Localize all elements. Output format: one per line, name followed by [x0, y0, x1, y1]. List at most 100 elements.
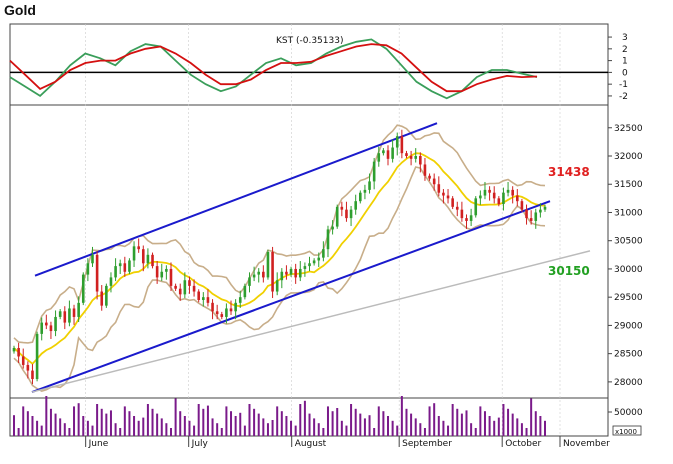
- candle-body: [151, 254, 154, 267]
- candle-body: [183, 280, 187, 295]
- volume-bar: [470, 423, 473, 436]
- candle-body: [215, 311, 219, 315]
- candle-body: [492, 192, 496, 199]
- volume-bar: [516, 418, 519, 436]
- volume-bar: [322, 428, 325, 436]
- volume-bar: [26, 411, 29, 436]
- candle-body: [488, 189, 491, 193]
- volume-bar: [437, 416, 440, 436]
- candle-body: [382, 150, 385, 154]
- volume-bar: [544, 420, 546, 436]
- volume-bars: [13, 396, 546, 436]
- candle-body: [534, 212, 538, 221]
- volume-bar: [442, 420, 445, 436]
- candle-body: [483, 189, 487, 196]
- candle-body: [520, 201, 524, 210]
- candle-body: [405, 153, 408, 156]
- volume-bar: [234, 416, 237, 436]
- candle-body: [169, 268, 173, 286]
- volume-bar: [119, 428, 122, 436]
- volume-bar: [243, 425, 246, 436]
- candle-body: [238, 297, 242, 303]
- candle-body: [308, 263, 311, 267]
- volume-bar: [456, 408, 459, 436]
- candle-body: [146, 254, 150, 264]
- volume-bar: [400, 396, 403, 436]
- volume-bar: [257, 413, 260, 436]
- volume-bar: [382, 411, 385, 436]
- candle-body: [91, 254, 94, 264]
- candle-body: [326, 229, 330, 250]
- candle-body: [178, 288, 182, 295]
- volume-bar: [13, 415, 15, 436]
- volume-bar: [331, 411, 334, 436]
- candle-body: [26, 364, 30, 371]
- candle-body: [211, 302, 214, 312]
- candle-body: [86, 263, 90, 275]
- volume-bar: [326, 406, 329, 436]
- candle-body: [432, 178, 436, 185]
- candle-body: [63, 311, 67, 323]
- volume-bar: [59, 418, 62, 436]
- candle-body: [12, 348, 16, 352]
- trend-lines: [31, 122, 591, 393]
- month-label: November: [563, 439, 610, 449]
- volume-bar: [276, 406, 279, 436]
- candle-body: [419, 156, 422, 165]
- volume-bar: [391, 420, 394, 436]
- candle-body: [335, 206, 339, 227]
- candle-body: [118, 263, 122, 267]
- candle-body: [141, 249, 145, 264]
- volume-bar: [290, 420, 293, 436]
- candle-body: [465, 218, 468, 221]
- candle-body: [257, 271, 261, 275]
- candle-body: [95, 254, 99, 292]
- volume-bar: [77, 403, 80, 436]
- plot-frame: [9, 23, 609, 437]
- candle-body: [81, 274, 85, 303]
- candle-body: [515, 195, 519, 202]
- chart-title: Gold: [4, 2, 36, 18]
- volume-bar: [225, 406, 228, 436]
- kst-tick-label: 2: [622, 45, 628, 55]
- volume-bar: [123, 406, 126, 436]
- volume-bar: [405, 408, 408, 436]
- candle-body: [155, 266, 159, 278]
- candle-body: [77, 302, 80, 317]
- volume-multiplier-box: [612, 425, 642, 436]
- month-label: June: [88, 439, 109, 449]
- volume-bar: [465, 410, 468, 436]
- candle-body: [372, 161, 376, 182]
- volume-bar: [483, 411, 486, 436]
- volume-bar: [303, 400, 306, 436]
- volume-bar: [525, 428, 528, 436]
- candle-body: [123, 263, 127, 272]
- volume-bar: [271, 420, 274, 436]
- candle-body: [271, 252, 274, 292]
- candle-body: [252, 274, 256, 278]
- candle-body: [31, 370, 34, 380]
- volume-bar: [100, 408, 103, 436]
- volume-bar: [285, 416, 288, 436]
- volume-bar: [133, 416, 136, 436]
- volume-bar: [230, 411, 233, 436]
- volume-bar: [17, 428, 20, 436]
- volume-bar: [179, 411, 182, 436]
- candle-body: [17, 348, 20, 357]
- volume-bar: [22, 406, 25, 436]
- candle-body: [368, 181, 371, 190]
- volume-bar: [114, 423, 117, 436]
- candle-body: [234, 302, 237, 312]
- volume-bar: [206, 405, 209, 436]
- resistance-value-label: 31438: [548, 165, 590, 179]
- candle-body: [294, 268, 297, 278]
- candle-body: [298, 268, 302, 278]
- volume-bar: [54, 413, 57, 436]
- candle-body: [266, 252, 270, 278]
- support-value-label: 30150: [548, 264, 590, 278]
- candle-body: [174, 285, 177, 289]
- month-label: July: [191, 439, 209, 449]
- candle-body: [386, 150, 390, 159]
- volume-bar: [156, 413, 159, 436]
- candle-body: [192, 285, 196, 292]
